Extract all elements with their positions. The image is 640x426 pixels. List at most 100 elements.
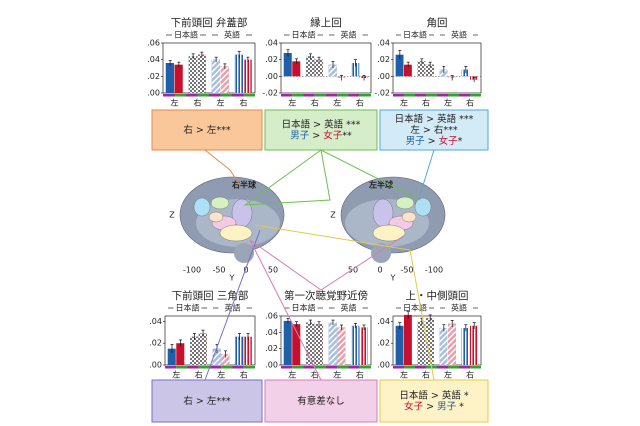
chart-title: 縁上回 — [310, 16, 342, 29]
x-tick-label: 右 — [466, 98, 474, 108]
y-tick-label: .04 — [149, 317, 162, 326]
bar — [395, 325, 404, 365]
result-segment: > — [423, 401, 437, 412]
bar-pattern — [359, 327, 368, 365]
x-tick-label: 右 — [466, 370, 474, 380]
x-tick-label: 左 — [444, 370, 452, 380]
y-tick-label: .00 — [147, 89, 160, 98]
bar-pattern — [328, 64, 337, 77]
hemisphere-strip — [232, 94, 244, 97]
bar-pattern — [426, 64, 434, 77]
x-tick-label: 右 — [311, 370, 319, 380]
brain-region — [193, 197, 211, 217]
hemisphere-strip — [426, 94, 437, 97]
y-tick-label: .02 — [377, 55, 390, 64]
brain-z-label: Z — [330, 211, 336, 220]
hemisphere-strip — [176, 366, 188, 369]
x-tick-label: 右 — [422, 98, 430, 108]
bar — [283, 320, 292, 365]
connector — [204, 149, 241, 186]
hemisphere-strip — [198, 366, 210, 369]
result-segment: > — [309, 130, 323, 141]
result-text: 右 > 左*** — [183, 395, 230, 407]
bar-pattern — [417, 61, 426, 77]
bar-pattern — [197, 54, 206, 93]
y-tick-label: .00 — [377, 72, 390, 81]
result-text: 日本語 > 英語 * — [399, 389, 469, 401]
chart-title: 第一次聴覚野近傍 — [284, 289, 368, 302]
bar-pattern — [448, 323, 456, 365]
group-label: 日本語 — [403, 30, 427, 40]
connector — [249, 234, 406, 381]
hemisphere-strip — [210, 366, 222, 369]
result-text: 日本語 > 英語 *** — [395, 113, 474, 125]
bar — [165, 63, 174, 93]
hemisphere-strip — [415, 94, 426, 97]
x-tick-label: 左 — [217, 370, 225, 380]
group-label: 英語 — [225, 303, 241, 313]
y-tick-label: -.02 — [262, 89, 278, 98]
chart-title: 下前頭回 三角部 — [172, 289, 249, 302]
bar — [395, 54, 404, 77]
bar-pattern — [439, 327, 448, 365]
bar-pattern — [190, 336, 199, 365]
plot-frame — [280, 42, 372, 94]
x-tick-label: 右 — [240, 370, 248, 380]
bar-pattern — [198, 333, 207, 365]
hemisphere-strip — [292, 366, 304, 369]
brain-x-tick: 0 — [243, 266, 248, 275]
plot-frame — [392, 315, 482, 366]
brain-x-tick: 50 — [268, 266, 278, 275]
x-tick-label: 右 — [195, 370, 203, 380]
result-text: 左 > 右*** — [410, 124, 457, 136]
hemisphere-strip — [303, 366, 315, 369]
hemisphere-strip — [448, 94, 459, 97]
bar — [174, 64, 183, 93]
hemisphere-strip — [348, 366, 360, 369]
hemisphere-strip — [404, 94, 415, 97]
x-tick-label: 右 — [194, 98, 202, 108]
x-tick-label: 右 — [356, 370, 364, 380]
result-text: 日本語 > 英語 *** — [282, 118, 361, 130]
brain-region — [208, 211, 224, 223]
result-segment: 男子 — [437, 401, 457, 412]
y-tick-label: .02 — [147, 72, 160, 81]
hemisphere-strip — [393, 366, 404, 369]
x-tick-label: 左 — [172, 370, 180, 380]
result-segment: 右 > 左*** — [183, 395, 230, 407]
hemisphere-strip — [437, 366, 448, 369]
x-tick-label: 左 — [333, 98, 341, 108]
bar — [176, 343, 185, 365]
result-segment: 日本語 > 英語 *** — [395, 113, 474, 125]
brain-x-label: Y — [390, 274, 396, 283]
hemisphere-strip — [221, 366, 233, 369]
bar-pattern — [212, 348, 221, 365]
result-text: 男子 > 女子** — [290, 129, 352, 141]
result-segment: 女子 — [323, 129, 343, 141]
hemisphere-strip — [415, 366, 426, 369]
group-label: 日本語 — [174, 30, 198, 40]
result-text: 右 > 左*** — [183, 124, 230, 136]
hemisphere-strip — [326, 366, 338, 369]
bar-pattern — [328, 322, 337, 365]
result-box — [264, 109, 378, 151]
chart-title: 下前頭回 弁蓋部 — [171, 16, 248, 29]
y-tick-label: .00 — [149, 361, 162, 370]
result-text: 男子 > 女子* — [406, 135, 463, 147]
group-label: 日本語 — [292, 30, 316, 40]
brain-region — [414, 197, 432, 217]
hemisphere-strip — [187, 366, 199, 369]
hemisphere-strip — [314, 366, 326, 369]
hemisphere-strip — [220, 94, 232, 97]
hemisphere-strip — [337, 366, 349, 369]
group-label: 日本語 — [403, 303, 427, 313]
hemisphere-strip — [470, 94, 481, 97]
result-box — [264, 379, 378, 423]
bar-pattern — [314, 59, 323, 77]
brain-x-tick: 0 — [377, 266, 382, 275]
brain-region — [395, 196, 415, 210]
group-label: 英語 — [224, 30, 240, 40]
x-tick-label: 左 — [171, 98, 179, 108]
y-tick-label: .02 — [377, 339, 390, 348]
